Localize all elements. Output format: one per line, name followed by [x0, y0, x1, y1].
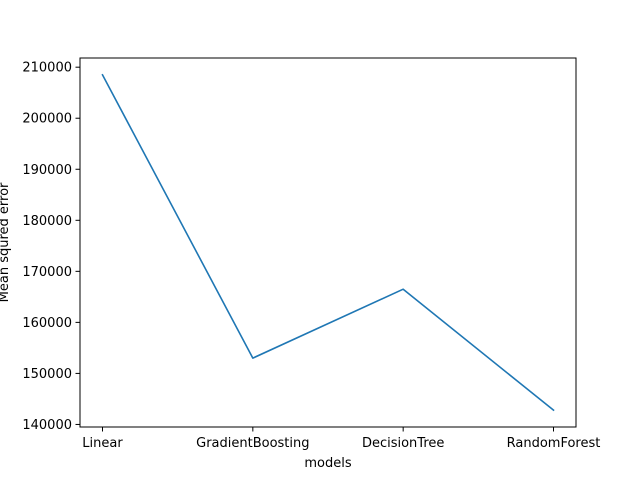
x-tick-label: GradientBoosting	[196, 436, 309, 451]
plot-frame	[79, 57, 577, 428]
y-tick-label: 210000	[22, 61, 72, 76]
y-axis-ticks: 140000 150000 160000 170000 180000 190000 2000…	[22, 61, 80, 433]
y-tick-label: 200000	[22, 112, 72, 127]
y-tick-label: 150000	[22, 367, 72, 382]
y-tick-label: 180000	[22, 214, 72, 229]
y-tick-label: 160000	[22, 316, 72, 331]
series-layer	[101, 73, 555, 412]
x-axis-label: models	[304, 456, 351, 471]
x-axis-ticks: Linear GradientBoosting DecisionTree Random…	[82, 427, 600, 451]
x-tick-label: RandomForest	[507, 436, 601, 451]
x-tick-label: Linear	[82, 436, 123, 451]
y-axis-label: Mean squred error	[0, 182, 12, 302]
x-tick-label: DecisionTree	[362, 436, 444, 451]
y-tick-label: 140000	[22, 418, 72, 433]
series-line	[101, 73, 555, 412]
y-tick-label: 170000	[22, 265, 72, 280]
y-tick-label: 190000	[22, 163, 72, 178]
